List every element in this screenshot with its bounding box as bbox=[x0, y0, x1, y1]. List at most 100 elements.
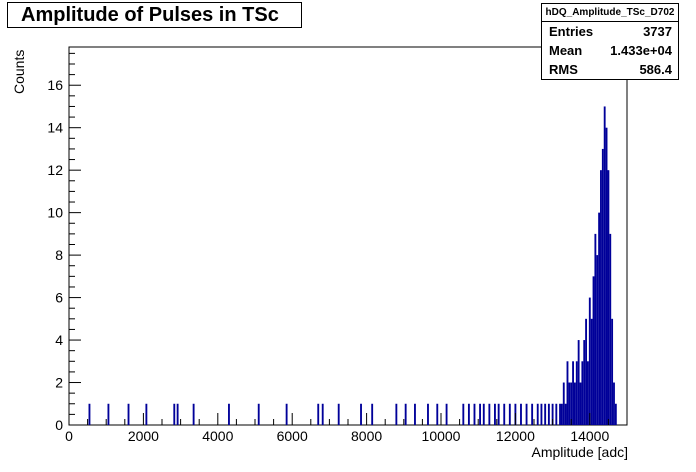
histogram-bar bbox=[614, 403, 617, 425]
y-tick-label: 4 bbox=[55, 332, 63, 348]
histogram-bar bbox=[603, 106, 606, 426]
histogram-bar bbox=[494, 403, 496, 425]
x-tick-label: 12000 bbox=[496, 428, 535, 444]
y-tick-label: 0 bbox=[55, 417, 63, 433]
histogram-bar bbox=[321, 403, 324, 425]
histogram-bar bbox=[503, 403, 506, 425]
histogram-bar bbox=[228, 403, 230, 425]
histogram-bar bbox=[536, 403, 539, 425]
histogram-bar bbox=[488, 403, 491, 425]
histogram-bar bbox=[508, 403, 511, 425]
stats-value-mean: 1.433e+04 bbox=[610, 43, 672, 58]
histogram-bar bbox=[559, 403, 561, 425]
stats-row-mean: Mean 1.433e+04 bbox=[542, 41, 678, 60]
histogram-bar bbox=[598, 212, 601, 425]
y-tick-label: 8 bbox=[55, 247, 63, 263]
histogram-bar bbox=[577, 340, 580, 425]
stats-row-entries: Entries 3737 bbox=[542, 22, 678, 41]
histogram-bar bbox=[414, 403, 416, 425]
histogram-bar bbox=[285, 403, 288, 425]
histogram-bar bbox=[594, 233, 597, 425]
histogram-bar bbox=[520, 403, 522, 425]
histogram-bar bbox=[531, 403, 534, 425]
x-tick-label: 0 bbox=[65, 428, 73, 444]
histogram-bar bbox=[467, 403, 470, 425]
stats-histogram-name: hDQ_Amplitude_TSc_D702 bbox=[542, 4, 678, 22]
histogram-bar bbox=[462, 403, 465, 425]
histogram-bar bbox=[570, 382, 573, 425]
histogram-bar bbox=[257, 403, 260, 425]
histogram-bar bbox=[173, 403, 176, 425]
histogram-bar bbox=[596, 255, 599, 425]
histogram-bar bbox=[587, 361, 589, 425]
histogram-bar bbox=[497, 403, 500, 425]
y-tick-label: 6 bbox=[55, 290, 63, 306]
histogram-bar bbox=[427, 403, 429, 425]
plot-frame bbox=[68, 46, 628, 426]
x-axis-label: Amplitude [adc] bbox=[532, 444, 629, 460]
stats-label-mean: Mean bbox=[549, 43, 583, 58]
histogram-bar bbox=[107, 403, 110, 425]
x-tick-label: 8000 bbox=[351, 428, 382, 444]
stats-label-rms: RMS bbox=[549, 62, 578, 77]
plot-frame-rect bbox=[68, 46, 628, 426]
y-tick-label: 2 bbox=[55, 375, 63, 391]
histogram-bar bbox=[482, 403, 485, 425]
histogram-bar bbox=[609, 233, 612, 425]
histogram-bar bbox=[566, 361, 569, 425]
histogram-bar bbox=[600, 170, 602, 425]
y-axis: 0 2 4 6 8 10 12 14 16 bbox=[47, 52, 81, 433]
histogram-bar bbox=[590, 318, 593, 425]
histogram-bar bbox=[581, 361, 584, 425]
x-tick-label: 4000 bbox=[202, 428, 233, 444]
histogram-bar bbox=[473, 403, 476, 425]
y-tick-label: 12 bbox=[47, 162, 63, 178]
x-axis: 0 2000 4000 6000 8000 10000 12000 14000 bbox=[65, 413, 628, 444]
histogram-bar bbox=[88, 403, 91, 425]
histogram-bar bbox=[176, 403, 179, 425]
histogram-bar bbox=[579, 382, 582, 425]
histogram-bar bbox=[436, 403, 439, 425]
histogram-bar bbox=[613, 382, 615, 425]
stats-value-entries: 3737 bbox=[643, 24, 672, 39]
histogram-bar bbox=[575, 361, 578, 425]
histogram-bar bbox=[337, 403, 340, 425]
histogram-bar bbox=[592, 276, 595, 425]
histogram-bar bbox=[601, 148, 604, 425]
histogram-bar bbox=[605, 127, 608, 425]
x-tick-label: 2000 bbox=[128, 428, 159, 444]
histogram-bar bbox=[192, 403, 195, 425]
histogram-bar bbox=[572, 361, 574, 425]
histogram-bar bbox=[560, 403, 563, 425]
histogram-bar bbox=[317, 403, 320, 425]
histogram-bar bbox=[583, 340, 586, 425]
histogram-bar bbox=[540, 403, 543, 425]
stats-label-entries: Entries bbox=[549, 24, 594, 39]
histogram-bar bbox=[127, 403, 130, 425]
y-tick-label: 14 bbox=[47, 120, 63, 136]
histogram-bar bbox=[525, 403, 528, 425]
x-tick-label: 6000 bbox=[277, 428, 308, 444]
histogram-bar bbox=[562, 382, 565, 425]
histogram-bar bbox=[479, 403, 481, 425]
histogram-bar bbox=[585, 318, 588, 425]
x-tick-label: 10000 bbox=[422, 428, 461, 444]
y-tick-label: 10 bbox=[47, 205, 63, 221]
stats-row-rms: RMS 586.4 bbox=[542, 60, 678, 79]
histogram-bar bbox=[445, 403, 448, 425]
histogram-bar bbox=[371, 403, 374, 425]
histogram-bar bbox=[547, 403, 550, 425]
histogram-bar bbox=[551, 403, 554, 425]
histogram-bar bbox=[568, 382, 571, 425]
histogram-bar bbox=[395, 403, 398, 425]
histogram-bar bbox=[404, 403, 407, 425]
histogram-bars bbox=[88, 106, 617, 426]
histogram-bar bbox=[588, 297, 591, 425]
histogram-bar bbox=[564, 403, 567, 425]
x-tick-label: 14000 bbox=[570, 428, 609, 444]
y-tick-label: 16 bbox=[47, 77, 63, 93]
histogram-bar bbox=[360, 403, 362, 425]
histogram-bar bbox=[573, 382, 576, 425]
